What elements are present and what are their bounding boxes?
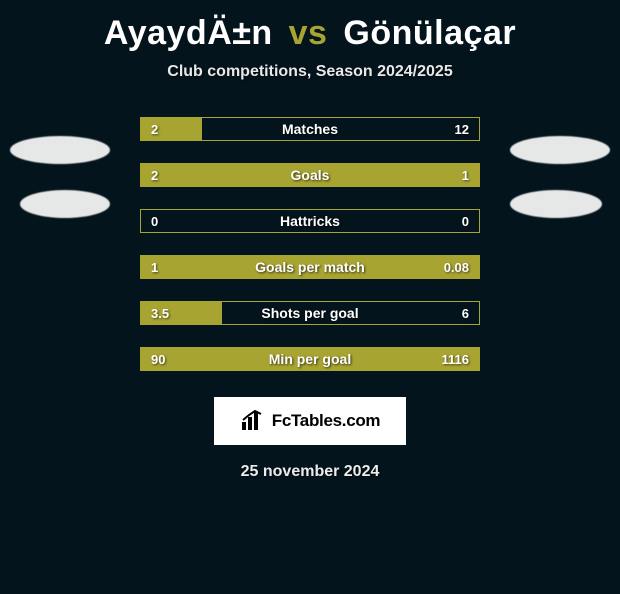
vs-label: vs [289, 14, 328, 52]
stat-label: Matches [141, 121, 479, 137]
page-title: AyaydÄ±n vs Gönülaçar [0, 14, 620, 53]
stat-label: Goals per match [141, 259, 479, 275]
stat-label: Goals [141, 167, 479, 183]
fctables-logo[interactable]: FcTables.com [214, 397, 406, 445]
stat-row: 901116Min per goal [140, 347, 480, 371]
stat-label: Hattricks [141, 213, 479, 229]
player1-silhouette-top [10, 136, 110, 164]
stat-row: 10.08Goals per match [140, 255, 480, 279]
stat-row: 3.56Shots per goal [140, 301, 480, 325]
date-label: 25 november 2024 [0, 463, 620, 481]
stat-row: 21Goals [140, 163, 480, 187]
chart-icon [240, 410, 266, 432]
stat-row: 00Hattricks [140, 209, 480, 233]
player1-name: AyaydÄ±n [104, 14, 273, 52]
player2-silhouette-bottom [510, 190, 602, 218]
player1-silhouette-bottom [20, 190, 110, 218]
subtitle: Club competitions, Season 2024/2025 [0, 63, 620, 81]
stat-label: Min per goal [141, 351, 479, 367]
stat-row: 212Matches [140, 117, 480, 141]
player2-silhouette-top [510, 136, 610, 164]
player2-name: Gönülaçar [343, 14, 516, 52]
comparison-chart: 212Matches 21Goals 00Hattricks 10.08Goals p… [140, 117, 480, 371]
logo-text: FcTables.com [272, 411, 381, 431]
stat-label: Shots per goal [141, 305, 479, 321]
